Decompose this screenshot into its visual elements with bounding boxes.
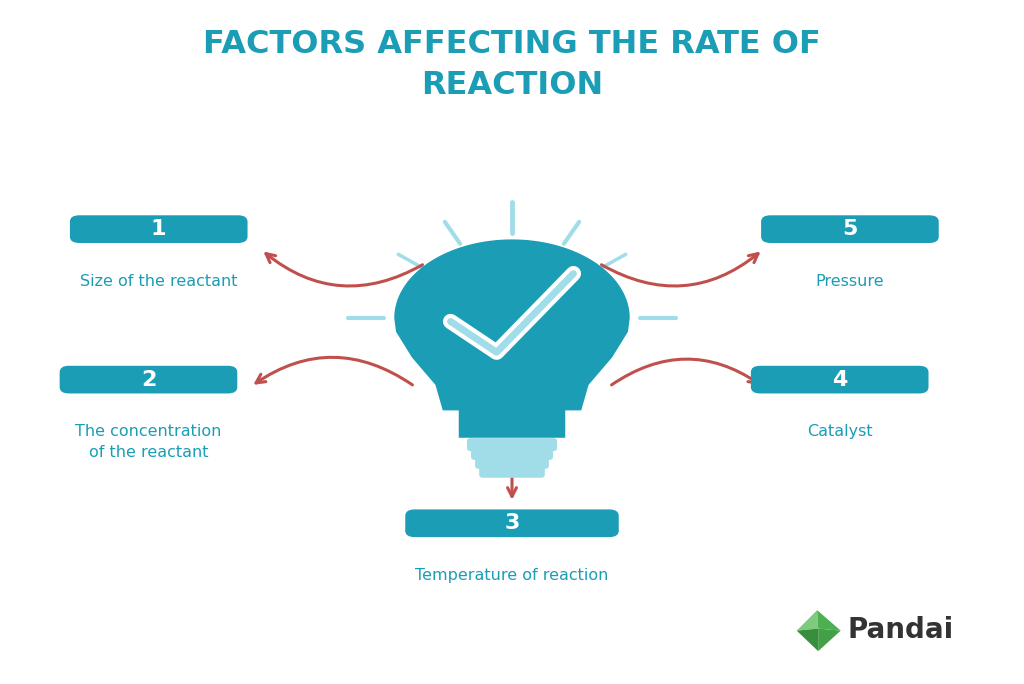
FancyBboxPatch shape: [59, 366, 238, 393]
FancyBboxPatch shape: [471, 447, 553, 460]
Text: Size of the reactant: Size of the reactant: [80, 274, 238, 289]
FancyBboxPatch shape: [467, 438, 557, 451]
Polygon shape: [394, 239, 630, 438]
Text: Pandai: Pandai: [848, 616, 954, 644]
FancyBboxPatch shape: [475, 456, 549, 469]
Text: REACTION: REACTION: [421, 70, 603, 101]
Text: Catalyst: Catalyst: [807, 424, 872, 439]
Text: The concentration
of the reactant: The concentration of the reactant: [76, 424, 221, 460]
Text: 2: 2: [140, 369, 157, 390]
FancyBboxPatch shape: [761, 215, 939, 243]
FancyBboxPatch shape: [406, 510, 618, 537]
Polygon shape: [818, 629, 841, 651]
Text: 3: 3: [504, 513, 520, 534]
Text: 4: 4: [831, 369, 848, 390]
FancyBboxPatch shape: [479, 465, 545, 477]
FancyBboxPatch shape: [70, 215, 248, 243]
FancyBboxPatch shape: [751, 366, 929, 393]
Polygon shape: [797, 610, 818, 631]
Text: 1: 1: [151, 219, 167, 239]
Text: Pressure: Pressure: [815, 274, 885, 289]
Text: 5: 5: [842, 219, 858, 239]
Text: FACTORS AFFECTING THE RATE OF: FACTORS AFFECTING THE RATE OF: [203, 29, 821, 60]
Polygon shape: [797, 629, 818, 651]
Text: Temperature of reaction: Temperature of reaction: [416, 568, 608, 583]
Polygon shape: [817, 610, 841, 631]
